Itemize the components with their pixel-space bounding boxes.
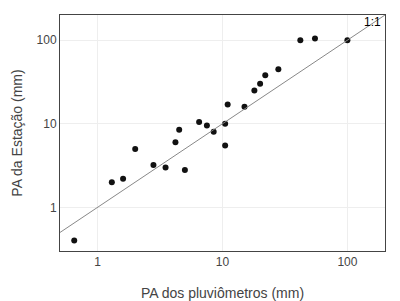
svg-text:1: 1 [94, 255, 101, 269]
svg-text:PA dos pluviômetros (mm): PA dos pluviômetros (mm) [141, 285, 304, 301]
svg-text:100: 100 [337, 255, 357, 269]
svg-text:1: 1 [50, 201, 57, 215]
svg-text:10: 10 [43, 117, 57, 131]
svg-text:1:1: 1:1 [364, 15, 381, 29]
svg-text:100: 100 [37, 33, 57, 47]
svg-text:PA da Estação (mm): PA da Estação (mm) [9, 69, 25, 196]
svg-text:10: 10 [216, 255, 230, 269]
